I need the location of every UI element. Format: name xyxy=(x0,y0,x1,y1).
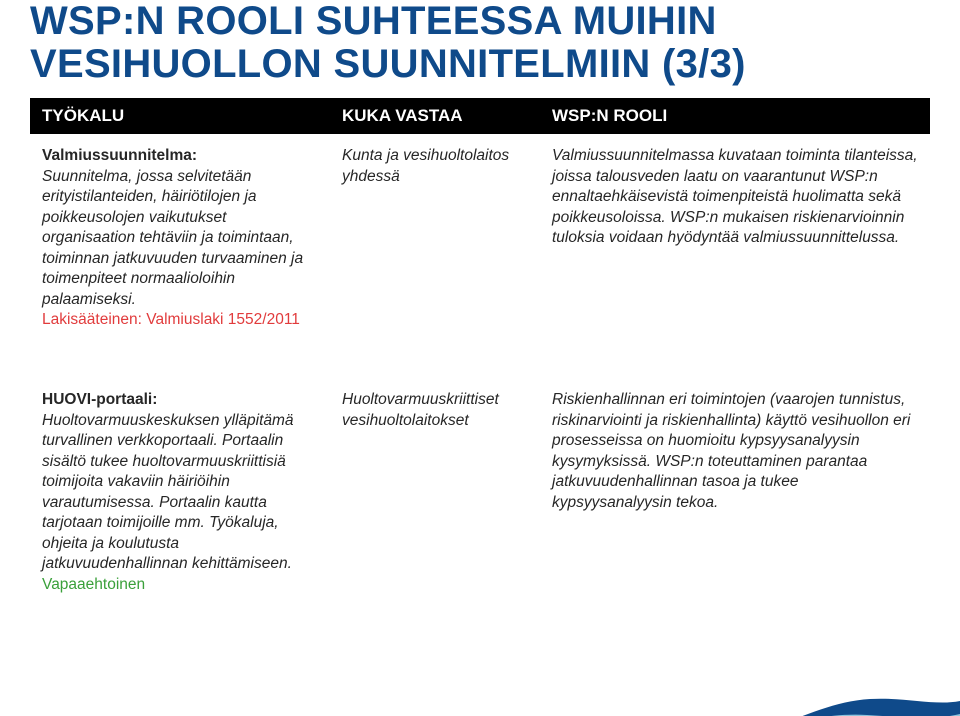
header-col-responsible: KUKA VASTAA xyxy=(330,98,540,134)
tool-name: Valmiussuunnitelma: xyxy=(42,147,197,164)
tool-desc: Huoltovarmuuskeskuksen ylläpitämä turval… xyxy=(42,412,294,572)
cell-wsprole-huovi: Riskienhallinnan eri toimintojen (vaaroj… xyxy=(540,378,930,613)
header-col-tool: TYÖKALU xyxy=(30,98,330,134)
tool-desc: Suunnitelma, jossa selvitetään erityisti… xyxy=(42,168,303,308)
cell-tool-huovi: HUOVI-portaali: Huoltovarmuuskeskuksen y… xyxy=(30,378,330,613)
title-line-2: VESIHUOLLON SUUNNITELMIIN (3/3) xyxy=(30,42,746,86)
table-row: HUOVI-portaali: Huoltovarmuuskeskuksen y… xyxy=(30,378,930,613)
decor-blue-path xyxy=(775,699,960,716)
corner-decor-icon xyxy=(775,671,960,716)
cell-tool-valmius: Valmiussuunnitelma: Suunnitelma, jossa s… xyxy=(30,134,330,348)
table-header: TYÖKALU KUKA VASTAA WSP:N ROOLI xyxy=(30,98,930,134)
tool-name: HUOVI-portaali: xyxy=(42,391,157,408)
legal-basis: Lakisääteinen: Valmiuslaki 1552/2011 xyxy=(42,311,300,328)
header-col-wsp-role: WSP:N ROOLI xyxy=(540,98,930,134)
row-divider xyxy=(30,348,930,378)
page-title: WSP:N ROOLI SUHTEESSA MUIHIN VESIHUOLLON… xyxy=(30,0,930,86)
title-line-1: WSP:N ROOLI SUHTEESSA MUIHIN xyxy=(30,0,717,43)
slide-root: WSP:N ROOLI SUHTEESSA MUIHIN VESIHUOLLON… xyxy=(0,0,960,716)
roles-table: TYÖKALU KUKA VASTAA WSP:N ROOLI Valmiuss… xyxy=(30,98,930,613)
cell-responsible-huovi: Huoltovarmuuskriittiset vesihuoltolaitok… xyxy=(330,378,540,613)
cell-responsible-valmius: Kunta ja vesihuoltolaitos yhdessä xyxy=(330,134,540,348)
voluntary-label: Vapaaehtoinen xyxy=(42,576,145,593)
cell-wsprole-valmius: Valmiussuunnitelmassa kuvataan toiminta … xyxy=(540,134,930,348)
table-row: Valmiussuunnitelma: Suunnitelma, jossa s… xyxy=(30,134,930,348)
